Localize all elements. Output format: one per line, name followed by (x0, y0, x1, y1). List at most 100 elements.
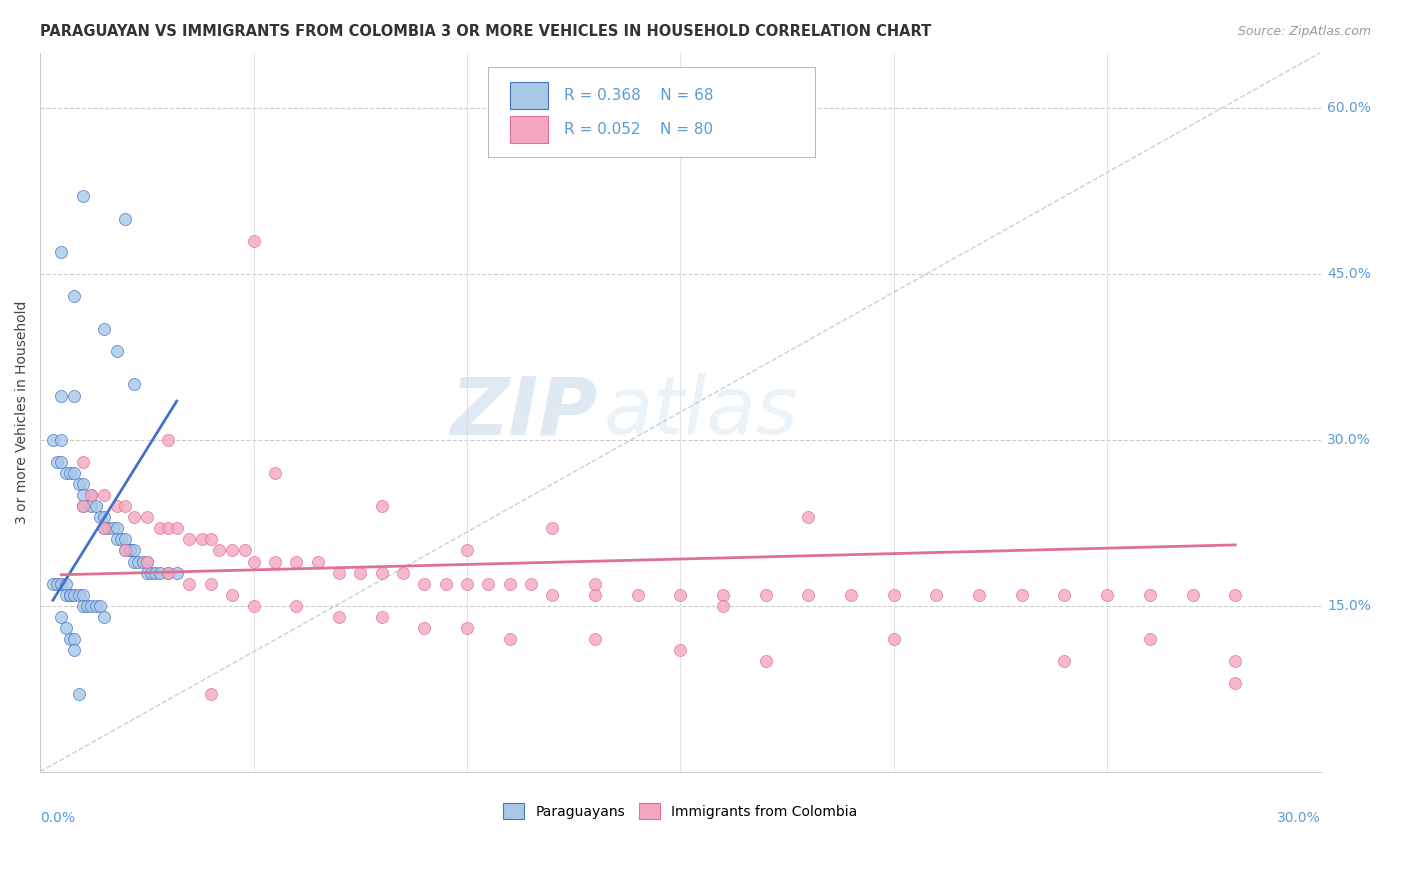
Point (46, 455, 69, 469)
Point (1225, 588, 1247, 602)
Text: 0.0%: 0.0% (41, 811, 75, 825)
Text: 30.0%: 30.0% (1277, 811, 1320, 825)
Point (208, 543, 231, 558)
Legend: Paraguayans, Immigrants from Colombia: Paraguayans, Immigrants from Colombia (496, 796, 865, 826)
Point (157, 566, 180, 580)
Point (1053, 588, 1076, 602)
Point (520, 576, 543, 591)
Point (149, 566, 172, 580)
Point (179, 576, 201, 591)
Point (84, 599, 107, 613)
Text: 15.0%: 15.0% (1327, 599, 1371, 613)
Point (456, 621, 478, 635)
Point (101, 521, 124, 535)
Point (63, 632, 86, 646)
Point (72, 455, 94, 469)
Point (76, 599, 98, 613)
Point (157, 433, 180, 447)
Point (1225, 676, 1247, 690)
Point (541, 521, 564, 535)
Point (122, 510, 145, 524)
Point (191, 533, 214, 547)
Point (118, 543, 141, 558)
Point (839, 588, 862, 602)
Point (797, 510, 820, 524)
Point (669, 643, 692, 657)
Point (59, 632, 82, 646)
Point (122, 554, 145, 568)
Point (93, 488, 115, 502)
Point (55, 576, 77, 591)
Point (135, 554, 157, 568)
Point (118, 543, 141, 558)
Point (242, 599, 264, 613)
Point (114, 499, 136, 513)
Point (97, 521, 120, 535)
Point (434, 576, 457, 591)
Point (456, 576, 478, 591)
Point (127, 554, 149, 568)
Point (627, 588, 650, 602)
Point (80, 488, 103, 502)
Point (413, 576, 436, 591)
Point (105, 533, 128, 547)
Point (122, 543, 145, 558)
Point (221, 588, 243, 602)
Bar (510, 82, 548, 110)
Point (166, 521, 188, 535)
Point (55, 621, 77, 635)
Point (669, 588, 692, 602)
Point (307, 554, 329, 568)
Point (413, 621, 436, 635)
Point (72, 588, 94, 602)
Point (63, 643, 86, 657)
Point (72, 599, 94, 613)
Point (1181, 588, 1204, 602)
Point (114, 543, 136, 558)
Point (59, 466, 82, 480)
Point (63, 388, 86, 402)
Point (1095, 588, 1118, 602)
Point (72, 499, 94, 513)
Point (1053, 654, 1076, 668)
Point (63, 466, 86, 480)
Point (42, 576, 65, 591)
Point (1225, 654, 1247, 668)
Point (93, 609, 115, 624)
Point (883, 632, 905, 646)
Point (200, 533, 222, 547)
Point (110, 533, 132, 547)
Point (105, 499, 128, 513)
Point (583, 576, 606, 591)
Point (55, 588, 77, 602)
Point (72, 488, 94, 502)
Point (55, 466, 77, 480)
Point (157, 521, 180, 535)
Point (456, 543, 478, 558)
Point (1139, 588, 1161, 602)
Point (89, 599, 111, 613)
Point (105, 521, 128, 535)
Text: 30.0%: 30.0% (1327, 433, 1371, 447)
Point (114, 211, 136, 226)
Point (114, 533, 136, 547)
Point (349, 566, 371, 580)
Point (157, 566, 180, 580)
Point (797, 588, 820, 602)
Point (93, 510, 115, 524)
Point (46, 576, 69, 591)
Point (135, 566, 157, 580)
Point (477, 576, 499, 591)
Point (135, 554, 157, 568)
Point (51, 388, 73, 402)
Point (498, 576, 520, 591)
Point (242, 234, 264, 248)
Point (63, 588, 86, 602)
Text: R = 0.052    N = 80: R = 0.052 N = 80 (564, 122, 713, 137)
Point (93, 322, 115, 336)
Point (967, 588, 990, 602)
Point (80, 599, 103, 613)
Point (755, 588, 778, 602)
Point (392, 566, 415, 580)
Point (263, 554, 285, 568)
